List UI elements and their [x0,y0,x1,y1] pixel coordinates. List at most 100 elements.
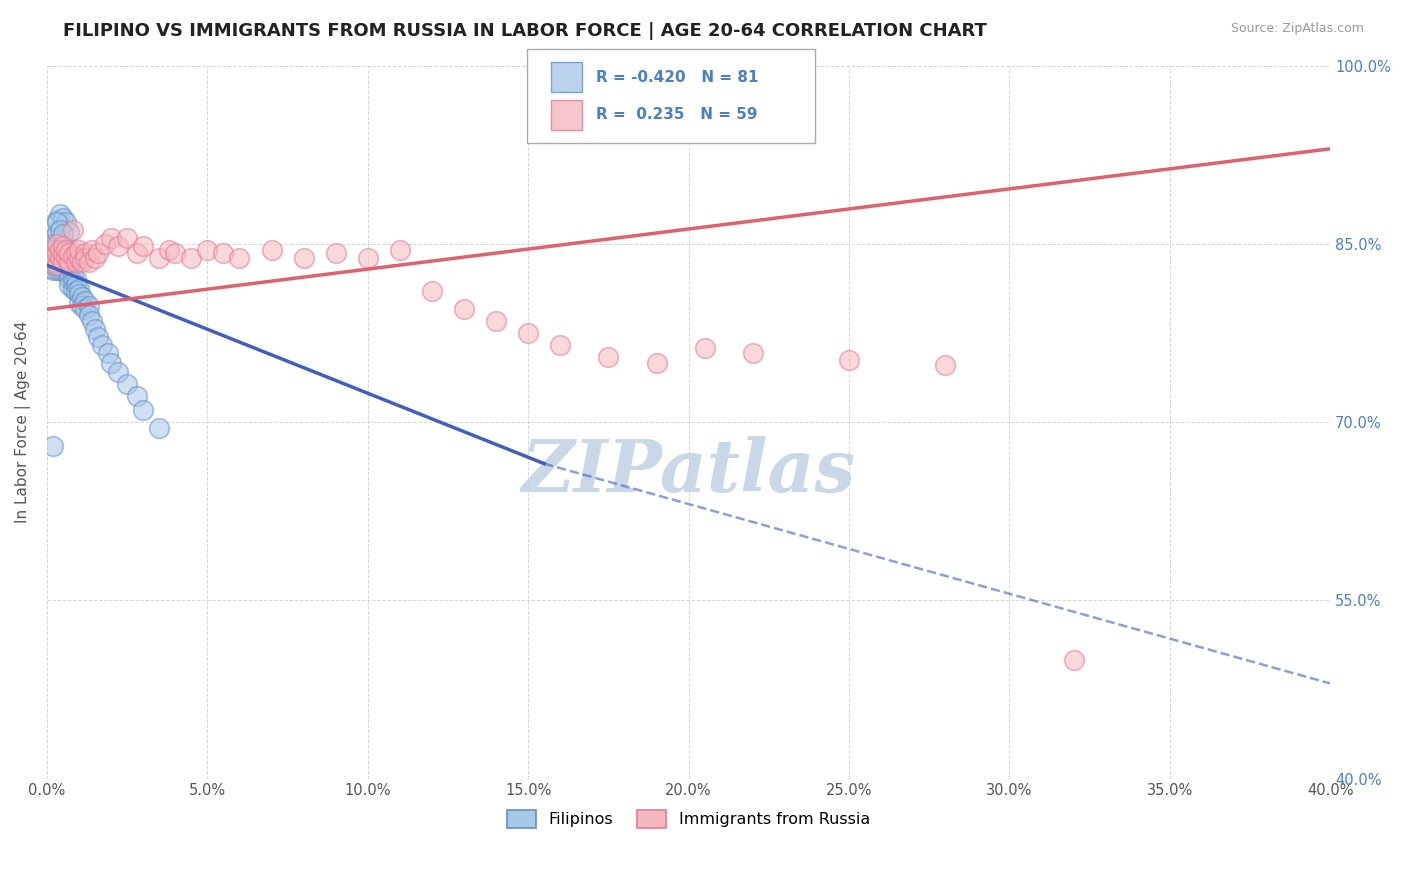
Point [75,251,97,265]
Point [58,254,80,268]
Point [49,243,72,257]
Point [67,251,90,265]
Point [45,246,67,260]
Point [548,338,571,352]
Point [72,299,94,313]
Point [42,439,65,453]
Point [58,225,80,239]
Point [39,236,62,251]
Point [52,239,75,253]
Point [42,243,65,257]
Point [52,251,75,265]
Point [100,356,122,370]
Point [72,290,94,304]
Text: ZIPatlas: ZIPatlas [522,436,856,508]
Point [87,329,110,343]
Point [42,246,65,260]
Point [58,267,80,281]
Point [148,251,170,265]
Point [65,246,87,260]
Point [65,278,87,293]
Point [49,263,72,277]
Point [52,227,75,242]
Point [49,251,72,265]
Point [58,246,80,260]
Point [148,421,170,435]
Point [357,251,380,265]
Point [42,243,65,257]
Point [388,243,411,257]
Point [52,239,75,253]
Point [55,263,77,277]
Point [90,338,112,352]
Point [67,243,90,257]
Point [45,263,67,277]
Point [195,243,218,257]
Point [55,251,77,265]
Point [39,260,62,275]
Point [42,254,65,268]
Point [52,211,75,225]
Point [52,258,75,272]
Point [65,272,87,286]
Point [42,251,65,265]
Point [49,254,72,268]
Point [55,215,77,229]
Point [45,246,67,260]
Point [62,275,84,289]
Point [75,302,97,317]
Point [62,282,84,296]
Text: R = -0.420   N = 81: R = -0.420 N = 81 [596,70,759,85]
Point [45,251,67,265]
Point [55,246,77,260]
Point [55,243,77,257]
Point [55,258,77,272]
Point [65,254,87,268]
Point [62,270,84,285]
Point [741,346,763,360]
Point [58,278,80,293]
Point [157,243,180,257]
Point [67,286,90,301]
Point [1063,653,1085,667]
Point [75,293,97,308]
Text: R =  0.235   N = 59: R = 0.235 N = 59 [596,107,758,122]
Point [42,239,65,253]
Point [45,213,67,227]
Point [80,314,103,328]
Point [77,254,100,268]
Point [165,246,187,260]
Point [62,222,84,236]
Point [212,246,235,260]
Point [125,389,148,403]
Point [42,258,65,272]
Point [292,251,315,265]
Point [325,246,347,260]
Point [93,236,115,251]
Point [42,231,65,245]
Point [838,353,860,368]
Point [87,246,110,260]
Point [485,314,508,328]
Point [132,239,155,253]
Point [84,251,107,265]
Point [39,249,62,263]
Point [65,285,87,299]
Point [693,342,716,356]
Point [39,249,62,263]
Text: FILIPINO VS IMMIGRANTS FROM RUSSIA IN LABOR FORCE | AGE 20-64 CORRELATION CHART: FILIPINO VS IMMIGRANTS FROM RUSSIA IN LA… [63,22,987,40]
Point [67,296,90,310]
Point [75,246,97,260]
Point [49,243,72,257]
Point [598,350,620,364]
Point [52,246,75,260]
Point [107,239,129,253]
Point [45,254,67,268]
Point [125,246,148,260]
Point [45,254,67,268]
Point [42,246,65,260]
Point [42,263,65,277]
Point [58,260,80,275]
Point [55,254,77,268]
Point [49,251,72,265]
